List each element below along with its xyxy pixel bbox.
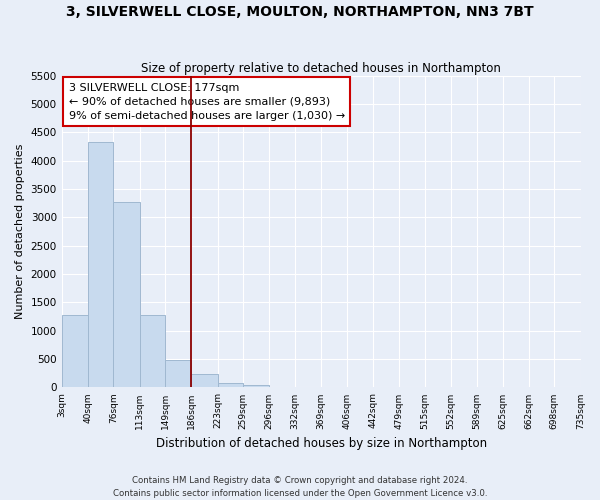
Bar (88, 142, 113, 388)
Bar (140, 315, 165, 388)
Text: Contains HM Land Registry data © Crown copyright and database right 2024.
Contai: Contains HM Land Registry data © Crown c… (113, 476, 487, 498)
Text: 3, SILVERWELL CLOSE, MOULTON, NORTHAMPTON, NN3 7BT: 3, SILVERWELL CLOSE, MOULTON, NORTHAMPTO… (66, 5, 534, 19)
Text: 3 SILVERWELL CLOSE: 177sqm
← 90% of detached houses are smaller (9,893)
9% of se: 3 SILVERWELL CLOSE: 177sqm ← 90% of deta… (68, 82, 345, 120)
Bar (165, 360, 191, 388)
Bar (218, 383, 243, 388)
Y-axis label: Number of detached properties: Number of detached properties (15, 144, 25, 319)
Bar (191, 374, 218, 388)
Bar (62, 316, 88, 388)
X-axis label: Distribution of detached houses by size in Northampton: Distribution of detached houses by size … (155, 437, 487, 450)
Bar (113, 202, 140, 388)
Title: Size of property relative to detached houses in Northampton: Size of property relative to detached ho… (141, 62, 501, 74)
Bar (243, 384, 269, 388)
